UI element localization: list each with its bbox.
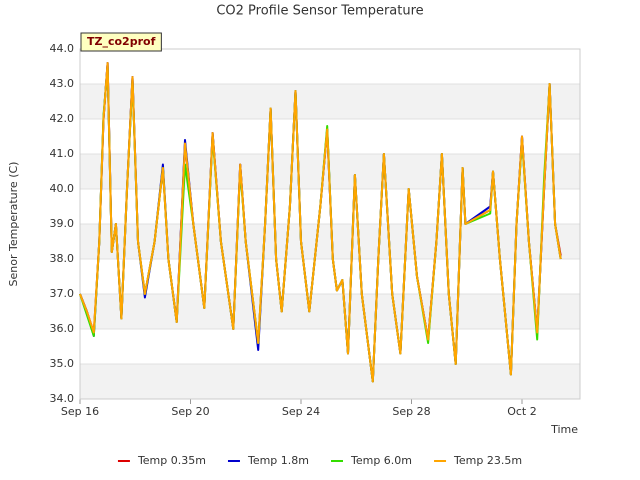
y-tick-label: 37.0 <box>50 287 75 300</box>
legend-label: Temp 1.8m <box>247 454 309 467</box>
x-tick-label: Sep 16 <box>61 405 99 418</box>
y-tick-label: 44.0 <box>50 42 75 55</box>
annotation-text: TZ_co2prof <box>87 35 156 48</box>
annotation-box <box>80 32 162 52</box>
x-axis-label: Time <box>550 423 578 436</box>
y-tick-label: 42.0 <box>50 112 75 125</box>
x-tick-label: Sep 24 <box>282 405 320 418</box>
grid-band <box>80 294 580 329</box>
legend: Temp 0.35m Temp 1.8m Temp 6.0m Temp 23.5m <box>117 454 522 467</box>
y-tick-label: 40.0 <box>50 182 75 195</box>
plot-border <box>79 48 581 400</box>
y-tick-label: 38.0 <box>50 252 75 265</box>
y-tick-label: 41.0 <box>50 147 75 160</box>
y-tick-label: 35.0 <box>50 357 75 370</box>
annotation: TZ_co2prof <box>80 32 162 52</box>
grid-band <box>80 364 580 399</box>
legend-label: Temp 23.5m <box>453 454 522 467</box>
x-tick-label: Sep 28 <box>392 405 430 418</box>
series-line <box>79 62 562 383</box>
grid-band <box>80 84 580 119</box>
legend-label: Temp 0.35m <box>137 454 206 467</box>
y-tick-label: 36.0 <box>50 322 75 335</box>
legend-label: Temp 6.0m <box>350 454 412 467</box>
x-tick-label: Sep 20 <box>171 405 209 418</box>
x-tick-label: Oct 2 <box>507 405 537 418</box>
y-tick-label: 43.0 <box>50 77 75 90</box>
y-tick-label: 39.0 <box>50 217 75 230</box>
y-axis-label: Senor Temperature (C) <box>7 162 20 287</box>
chart-title: CO2 Profile Sensor Temperature <box>216 4 423 19</box>
y-tick-label: 34.0 <box>50 392 75 405</box>
